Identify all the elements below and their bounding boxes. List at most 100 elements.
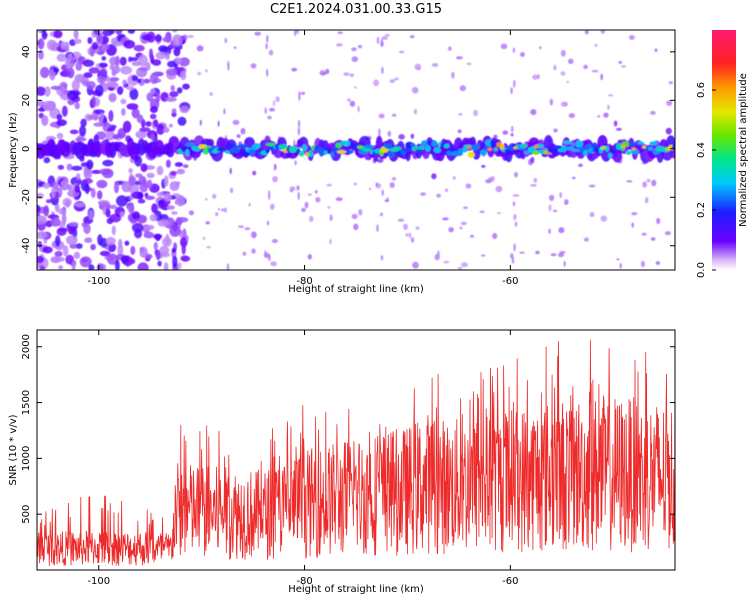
heatmap-speckle (493, 134, 498, 138)
heatmap-noise-cell (83, 168, 93, 180)
heatmap-streak (380, 38, 384, 47)
heatmap-noise-cell (85, 81, 96, 90)
heatmap-noise-cell (149, 72, 159, 84)
heatmap-peak-cell (641, 145, 647, 149)
heatmap-speckle (314, 190, 318, 194)
heatmap-noise-cell (37, 215, 47, 225)
heatmap-speckle (413, 108, 418, 115)
heatmap-speckle (391, 113, 397, 117)
heatmap-noise-cell (176, 217, 189, 223)
heatmap-noise-cell (68, 226, 76, 234)
heatmap-speckle (552, 209, 558, 213)
y-tick-label: 0 (21, 146, 32, 152)
colorbar-label: Normalized spectral amplitude (738, 73, 749, 227)
heatmap-noise-cell (42, 246, 53, 254)
heatmap-noise-cell (73, 38, 82, 44)
heatmap-speckle (398, 50, 405, 54)
heatmap-speckle (514, 171, 518, 178)
heatmap-noise-cell (135, 130, 147, 139)
heatmap-noise-cell (115, 259, 120, 270)
heatmap-ridge-core (227, 143, 234, 148)
heatmap-speckle (217, 208, 221, 211)
heatmap-noise-cell (88, 210, 94, 221)
heatmap-speckle (443, 260, 450, 264)
heatmap-streak (266, 220, 270, 226)
heatmap-noise-cell (84, 237, 93, 243)
heatmap-speckle (530, 109, 537, 116)
heatmap-noise-cell (107, 242, 117, 253)
heatmap-speckle (451, 71, 455, 79)
heatmap-speckle (492, 233, 497, 239)
heatmap-speckle (384, 34, 390, 37)
heatmap-noise-cell (115, 30, 123, 35)
heatmap-noise-cell (167, 60, 177, 68)
heatmap-speckle (548, 204, 552, 212)
heatmap-speckle (495, 185, 503, 193)
heatmap-speckle (481, 165, 486, 168)
heatmap-peak-cell (631, 147, 636, 151)
heatmap-noise-cell (181, 242, 186, 255)
heatmap-speckle (655, 261, 661, 265)
heatmap-noise-cell (109, 63, 114, 71)
heatmap-noise-cell (182, 228, 187, 240)
heatmap-speckle (559, 192, 563, 199)
figure-title: C2E1.2024.031.00.33.G15 (270, 2, 442, 17)
snr-ticks: -100 -80 -60 500 1000 1500 2000 (21, 330, 675, 587)
heatmap-ridge-core (185, 149, 190, 157)
heatmap-noise-cell (58, 265, 63, 270)
heatmap-streak (514, 221, 518, 227)
heatmap-speckle (196, 45, 204, 52)
heatmap-speckle (564, 199, 569, 206)
heatmap-ridge-core (222, 147, 227, 151)
heatmap-noise-cell (166, 205, 176, 210)
x-tick-label: -100 (87, 576, 110, 587)
heatmap-streak (266, 68, 269, 77)
heatmap-noise-cell (128, 176, 137, 186)
heatmap-noise-cell (41, 30, 46, 34)
y-tick-label: 1000 (21, 446, 32, 471)
heatmap-noise-cell (109, 77, 120, 82)
heatmap-noise-cell (99, 68, 108, 78)
heatmap-speckle (414, 63, 422, 71)
heatmap-speckle (171, 211, 178, 215)
heatmap-ridge-core (563, 140, 571, 145)
heatmap-noise-cell (96, 32, 102, 44)
heatmap-noise-cell (101, 56, 107, 61)
heatmap-speckle (600, 73, 604, 81)
heatmap-noise-cell (112, 134, 120, 140)
heatmap-streak (224, 37, 227, 44)
heatmap-speckle (530, 184, 537, 187)
heatmap-noise-cell (67, 184, 73, 191)
colorbar-tick-label: 0.4 (696, 142, 707, 158)
heatmap-speckle (584, 30, 589, 35)
heatmap-noise-cell (57, 164, 65, 170)
heatmap-noise-cell (105, 237, 116, 245)
heatmap-ridge-core (402, 148, 411, 152)
heatmap-speckle (391, 177, 397, 181)
heatmap-streak (226, 263, 230, 270)
heatmap-noise-cell (139, 181, 149, 193)
heatmap-ridge-core (302, 144, 307, 151)
heatmap-noise-cell (116, 195, 128, 207)
heatmap-speckle (452, 176, 456, 180)
heatmap-speckle (408, 232, 412, 238)
heatmap-noise-cell (146, 92, 154, 102)
heatmap-speckle (563, 260, 566, 267)
heatmap-streak (294, 30, 297, 37)
heatmap-noise-cell (182, 83, 190, 90)
heatmap-speckle (665, 127, 672, 135)
heatmap-ridge-core (605, 145, 610, 152)
heatmap-noise-cell (146, 31, 156, 43)
heatmap-speckle (212, 193, 217, 199)
heatmap-noise-cell (139, 246, 148, 258)
heatmap-speckle (188, 210, 195, 216)
heatmap-speckle (270, 261, 277, 267)
heatmap-frame (36, 29, 676, 271)
heatmap-speckle (597, 115, 601, 118)
heatmap-speckle (351, 56, 359, 63)
heatmap-ridge-core (336, 150, 347, 154)
heatmap-ridge-core (626, 150, 632, 155)
heatmap-noise-cell (169, 181, 180, 191)
heatmap-noise-cell (160, 252, 170, 258)
heatmap-speckle (174, 200, 177, 205)
